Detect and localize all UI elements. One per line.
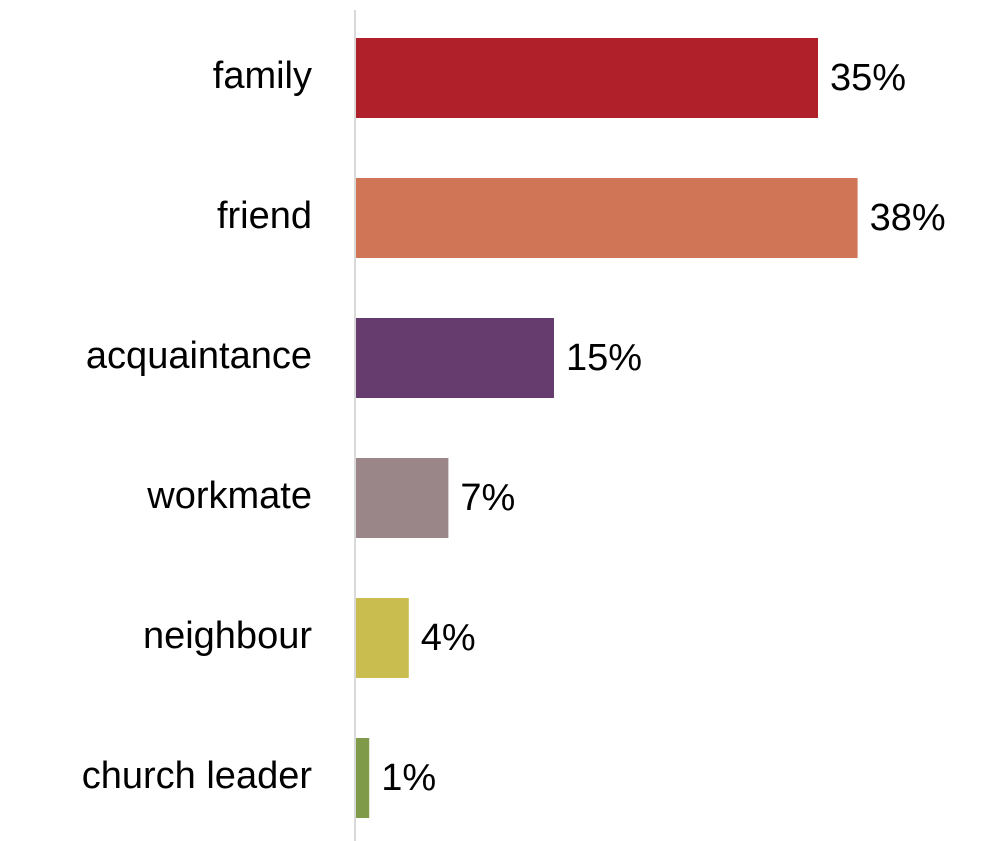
category-label: acquaintance [86, 335, 312, 377]
bar [356, 598, 409, 678]
bar [356, 38, 818, 118]
category-label: church leader [82, 755, 313, 797]
value-label: 35% [830, 57, 906, 99]
bar [356, 458, 449, 538]
value-label: 4% [421, 617, 476, 659]
value-label: 7% [460, 477, 515, 519]
category-label: friend [217, 195, 312, 237]
value-label: 1% [381, 757, 436, 799]
bar [356, 318, 554, 398]
category-label: family [213, 55, 312, 97]
category-label: neighbour [143, 615, 312, 657]
bar [356, 178, 858, 258]
bar [356, 738, 370, 818]
value-label: 38% [870, 197, 946, 239]
value-label: 15% [566, 337, 642, 379]
category-label: workmate [146, 475, 312, 517]
